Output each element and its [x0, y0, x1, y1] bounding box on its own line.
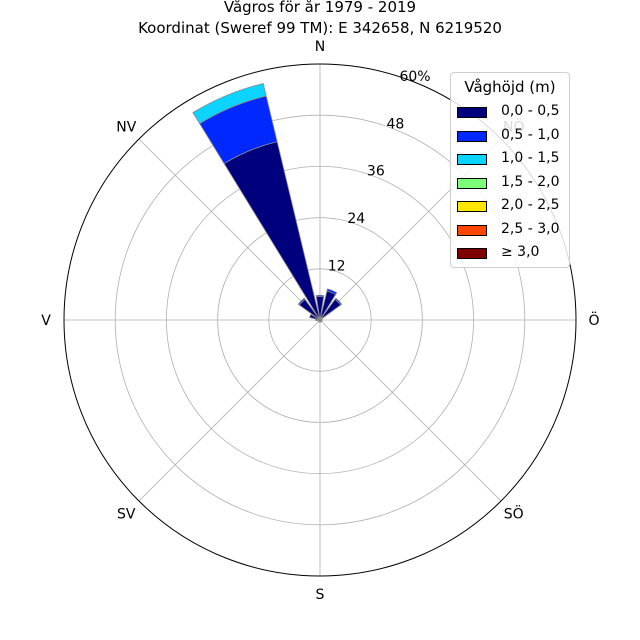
- axis-labels: NNVVSVSSÖÖNÖ1224364860%: [41, 39, 599, 603]
- compass-label-SÖ: SÖ: [504, 505, 524, 523]
- grid-spoke: [138, 138, 321, 321]
- legend-swatch: [457, 201, 487, 212]
- rose-bar-V-series-0: [315, 318, 321, 322]
- compass-label-S: S: [316, 587, 325, 603]
- compass-label-Ö: Ö: [588, 311, 599, 329]
- radial-tick-label: 12: [328, 258, 346, 274]
- legend-label: ≥ 3,0: [501, 244, 540, 260]
- grid-spoke: [319, 319, 502, 502]
- chart-title: Vågros för år 1979 - 2019: [223, 0, 417, 16]
- legend-swatch: [457, 224, 487, 236]
- compass-label-V: V: [41, 313, 51, 329]
- legend-swatch: [457, 248, 487, 259]
- compass-label-SV: SV: [117, 507, 136, 523]
- rose-bar-VNV-series-0: [309, 313, 321, 321]
- legend-label: 0,5 - 1,0: [501, 126, 560, 143]
- legend-title: Våghöjd (m): [464, 78, 556, 96]
- rose-bars: [192, 83, 343, 323]
- outer-circle: [63, 63, 577, 577]
- polar-grid: [63, 63, 577, 577]
- legend-swatch: [457, 130, 487, 142]
- chart-subtitle: Koordinat (Sweref 99 TM): E 342658, N 62…: [138, 19, 502, 37]
- legend-swatch: [457, 177, 487, 189]
- radial-tick-label: 60%: [399, 69, 430, 85]
- radial-tick-label: 36: [367, 164, 385, 180]
- legend-label: 2,0 - 2,5: [501, 197, 560, 213]
- legend-label: 1,5 - 2,0: [501, 173, 560, 190]
- legend: Våghöjd (m) 0,0 - 0,5 0,5 - 1,0 1,0 - 1,…: [450, 72, 570, 268]
- radial-tick-label: 24: [347, 211, 365, 227]
- legend-label: 1,0 - 1,5: [501, 150, 560, 166]
- rose-bar-NÖ-series-1: [334, 297, 343, 306]
- radial-tick-label: 48: [387, 116, 405, 132]
- legend-swatch: [457, 107, 487, 118]
- rose-bar-NV-series-1: [297, 297, 306, 306]
- compass-label-NV: NV: [116, 119, 136, 135]
- rose-bar-NNV-series-0: [223, 141, 321, 321]
- rose-bar-NNÖ-series-1: [326, 288, 338, 296]
- legend-label: 0,0 - 0,5: [501, 103, 560, 119]
- legend-label: 2,5 - 3,0: [501, 220, 560, 237]
- compass-label-N: N: [315, 39, 325, 55]
- rose-bar-N-series-1: [315, 294, 325, 298]
- grid-spoke: [138, 319, 321, 502]
- legend-swatch: [457, 154, 487, 165]
- rose-bar-NNV-series-2: [192, 83, 267, 125]
